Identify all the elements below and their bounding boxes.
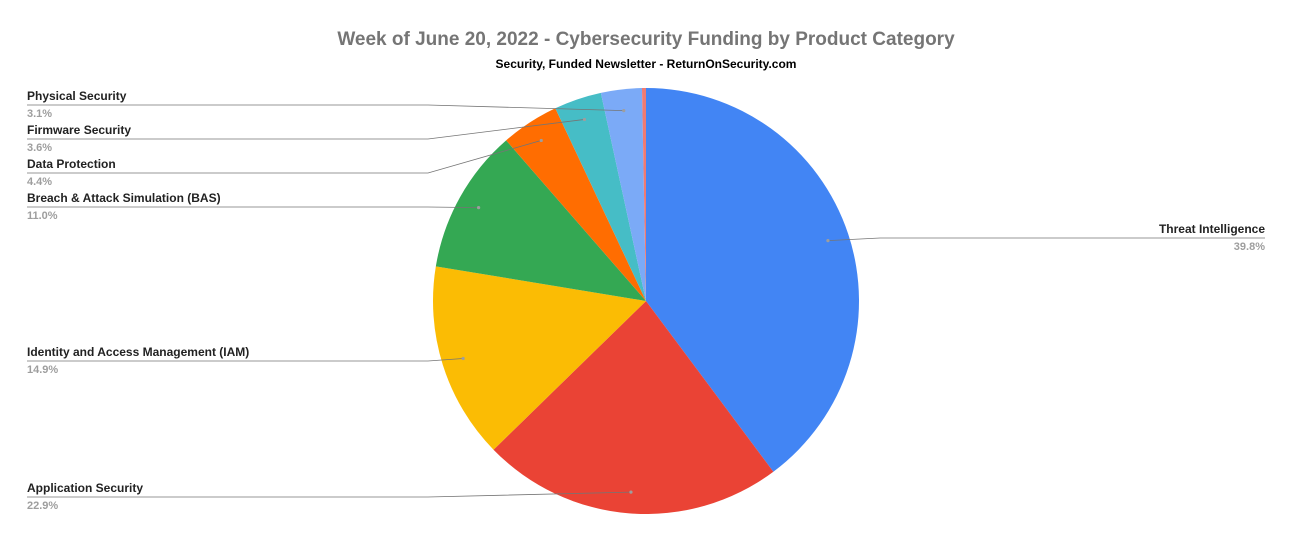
slice-label: Application Security <box>27 481 143 495</box>
leader-dot <box>629 490 633 494</box>
slice-percent-label: 14.9% <box>27 364 58 376</box>
leader-dot <box>539 138 543 143</box>
slice-percent-label: 3.6% <box>27 142 52 154</box>
slice-percent-label: 39.8% <box>1234 241 1265 253</box>
chart-title: Week of June 20, 2022 - Cybersecurity Fu… <box>337 29 955 50</box>
pie-slice <box>506 108 646 301</box>
slice-percent-label: 3.1% <box>27 108 52 120</box>
leader-line <box>27 491 631 498</box>
pie-slice <box>641 88 646 301</box>
slice-label: Firmware Security <box>27 123 131 137</box>
pie-slice <box>493 301 774 514</box>
slice-label: Data Protection <box>27 157 116 171</box>
leader-dot <box>826 239 830 243</box>
leader-line <box>827 237 1265 242</box>
leader-line <box>27 119 585 140</box>
leader-line <box>27 140 542 174</box>
pie-slice <box>600 88 646 301</box>
slice-label: Physical Security <box>27 89 127 103</box>
leader-dot <box>476 205 481 210</box>
leader-dot <box>582 117 587 122</box>
leader-lines <box>27 104 1265 498</box>
pie-slice <box>433 266 646 450</box>
leader-line <box>27 104 624 111</box>
slice-percent-label: 4.4% <box>27 176 52 188</box>
slice-percent-label: 11.0% <box>27 210 58 222</box>
slice-labels: Threat Intelligence 39.8% Application Secu… <box>27 89 1265 512</box>
leader-dot <box>461 356 465 361</box>
slice-label: Threat Intelligence <box>1159 222 1265 236</box>
pie-slices <box>433 88 860 514</box>
leader-line <box>27 206 479 208</box>
pie-slice <box>646 88 860 472</box>
slice-label: Identity and Access Management (IAM) <box>27 345 249 359</box>
leader-dot <box>622 108 626 113</box>
slice-label: Breach & Attack Simulation (BAS) <box>27 191 221 205</box>
chart-subtitle: Security, Funded Newsletter - ReturnOnSe… <box>496 57 797 71</box>
leader-line <box>27 358 464 362</box>
slice-percent-label: 22.9% <box>27 500 58 512</box>
pie-slice <box>435 140 646 301</box>
pie-slice <box>555 92 646 301</box>
